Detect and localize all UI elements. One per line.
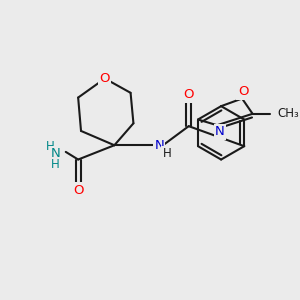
Text: O: O <box>184 88 194 101</box>
Text: CH₃: CH₃ <box>278 107 299 120</box>
Text: N: N <box>154 139 164 152</box>
Text: O: O <box>73 184 83 196</box>
Text: H: H <box>51 158 60 171</box>
Text: N: N <box>215 125 225 138</box>
Text: O: O <box>238 85 248 98</box>
Text: H: H <box>162 147 171 160</box>
Text: O: O <box>100 72 110 85</box>
Text: H: H <box>46 140 55 153</box>
Text: N: N <box>50 147 60 160</box>
